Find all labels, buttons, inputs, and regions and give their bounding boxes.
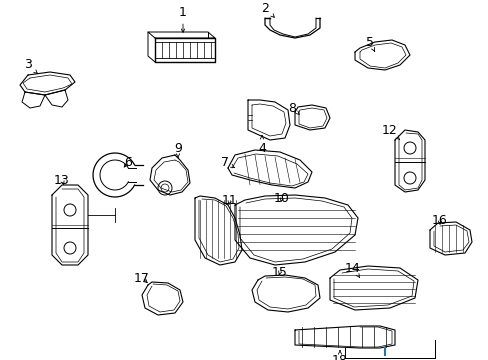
Text: 10: 10 bbox=[273, 192, 289, 204]
Text: 8: 8 bbox=[287, 102, 299, 114]
Text: 16: 16 bbox=[431, 213, 447, 226]
Text: 2: 2 bbox=[261, 1, 274, 17]
Text: 11: 11 bbox=[222, 194, 237, 207]
Text: 1: 1 bbox=[179, 5, 186, 32]
Text: 7: 7 bbox=[221, 156, 234, 168]
Text: 15: 15 bbox=[271, 266, 287, 279]
Text: 14: 14 bbox=[345, 261, 360, 278]
Text: 17: 17 bbox=[134, 271, 150, 284]
Text: 13: 13 bbox=[54, 174, 70, 186]
Text: 18: 18 bbox=[331, 351, 347, 360]
Text: 6: 6 bbox=[124, 156, 132, 168]
Text: 4: 4 bbox=[258, 136, 265, 154]
Text: 9: 9 bbox=[174, 141, 182, 157]
Text: 12: 12 bbox=[381, 123, 399, 139]
Text: 5: 5 bbox=[365, 36, 374, 51]
Text: 3: 3 bbox=[24, 58, 37, 73]
